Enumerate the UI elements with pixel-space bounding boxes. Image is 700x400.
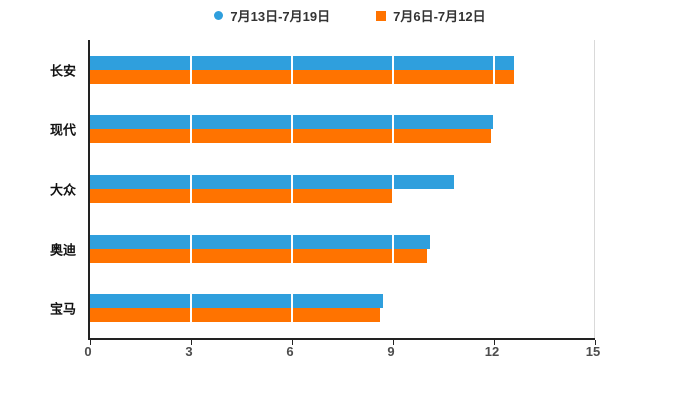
bar-s1-c0 (90, 69, 515, 84)
x-axis-label-15: 15 (585, 344, 601, 359)
bar-group-2 (90, 159, 595, 219)
legend: 7月13日-7月19日 7月6日-7月12日 (0, 6, 700, 25)
bar-s0-c0 (90, 55, 515, 70)
x-axis-label-12: 12 (484, 344, 500, 359)
gridline-9 (392, 40, 394, 338)
gridline-3 (190, 40, 192, 338)
legend-item-series-1[interactable]: 7月6日-7月12日 (376, 6, 486, 25)
gridline-12 (493, 40, 495, 338)
bar-s0-c3 (90, 234, 431, 249)
bar-group-0 (90, 40, 595, 100)
y-axis-label-2: 大众 (49, 182, 76, 198)
x-tickmark-6 (292, 340, 293, 345)
legend-label: 7月6日-7月12日 (393, 9, 486, 24)
x-tickmark-3 (191, 340, 192, 345)
legend-square-icon (376, 10, 387, 21)
x-tickmark-9 (393, 340, 394, 345)
y-axis-labels: 长安现代大众奥迪宝马 (0, 40, 82, 338)
y-axis-label-1: 现代 (49, 122, 76, 138)
bar-group-3 (90, 219, 595, 279)
x-axis-label-0: 0 (84, 344, 92, 359)
gridline-15 (594, 40, 595, 338)
legend-label: 7月13日-7月19日 (230, 9, 331, 24)
y-axis-label-4: 宝马 (49, 301, 76, 317)
bar-s1-c2 (90, 188, 393, 203)
plot-area (88, 40, 596, 345)
legend-circle-icon (214, 11, 224, 20)
bar-s1-c3 (90, 248, 427, 263)
gridline-6 (291, 40, 293, 338)
x-tickmark-12 (494, 340, 495, 345)
bar-s1-c4 (90, 308, 380, 323)
y-axis-label-0: 长安 (49, 63, 76, 79)
x-axis-labels: 0 3 6 9 12 15 (84, 344, 600, 364)
x-axis-label-3: 3 (185, 344, 193, 359)
bar-s0-c2 (90, 174, 454, 189)
x-tickmark-0 (90, 340, 91, 345)
x-tickmark-15 (595, 340, 596, 345)
x-axis-label-6: 6 (286, 344, 294, 359)
bar-group-4 (90, 278, 595, 338)
bar-group-1 (90, 100, 595, 160)
bar-s0-c4 (90, 294, 383, 309)
legend-item-series-0[interactable]: 7月13日-7月19日 (214, 6, 330, 25)
x-axis-label-9: 9 (387, 344, 395, 359)
y-axis-label-3: 奥迪 (49, 242, 76, 258)
